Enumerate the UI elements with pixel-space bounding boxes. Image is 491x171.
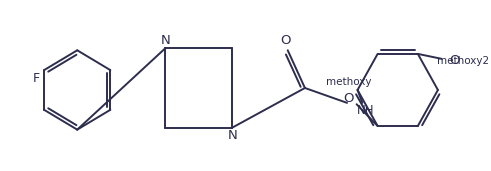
Text: N: N [161, 34, 170, 47]
Text: O: O [449, 54, 460, 67]
Text: F: F [33, 71, 40, 85]
Text: methoxy2: methoxy2 [436, 56, 489, 66]
Text: O: O [280, 34, 291, 47]
Text: O: O [344, 92, 354, 105]
Text: N: N [227, 129, 237, 142]
Text: methoxy: methoxy [326, 77, 372, 87]
Text: NH: NH [356, 104, 374, 117]
